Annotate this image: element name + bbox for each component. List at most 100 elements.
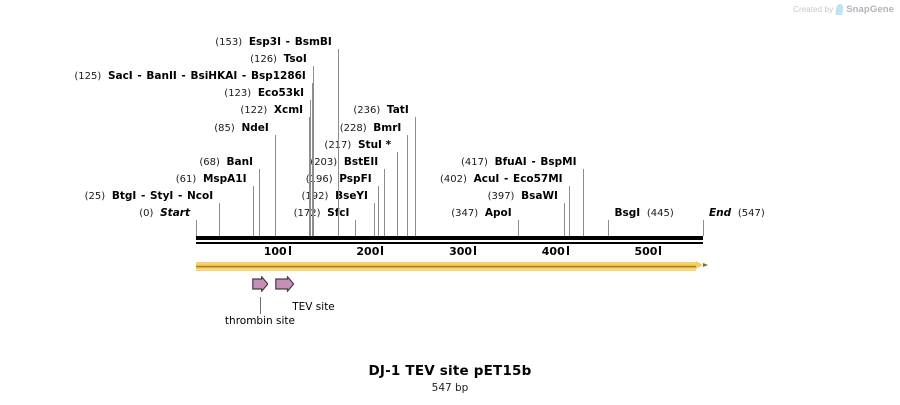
map-size: 547 bp xyxy=(431,382,469,394)
site-leader-line xyxy=(374,202,375,236)
enzyme-name: BspMI xyxy=(540,155,577,168)
site-position: (125) xyxy=(74,71,102,83)
site-leader-line xyxy=(583,168,584,236)
site-position: (126) xyxy=(250,54,277,66)
restriction-site-label[interactable]: (203) BstEII xyxy=(310,156,378,169)
restriction-site-label[interactable]: (126) TsoI xyxy=(250,53,307,66)
site-position: (123) xyxy=(224,88,252,100)
restriction-site-label[interactable]: (236) TatI xyxy=(353,104,408,117)
site-leader-line xyxy=(310,100,311,236)
feature-leader-line xyxy=(260,297,261,314)
site-position: (85) xyxy=(214,122,235,134)
restriction-site-label[interactable]: (61) MspA1I xyxy=(176,173,247,186)
terminal-name: End xyxy=(709,207,732,219)
terminal-label[interactable]: End (547) xyxy=(709,207,765,220)
enzyme-name: Eco57MI xyxy=(513,172,563,185)
restriction-site-label[interactable]: (397) BsaWI xyxy=(488,190,558,203)
site-position: (347) xyxy=(451,208,479,219)
site-position: (397) xyxy=(487,190,515,202)
terminal-label[interactable]: (0) Start xyxy=(139,207,190,220)
ruler-tick-label: 300 xyxy=(449,245,473,258)
restriction-site-label[interactable]: (125) SacI - BanII - BsiHKAI - Bsp1286I xyxy=(74,70,305,83)
site-leader-line xyxy=(703,220,704,236)
restriction-site-label[interactable]: (217) StuI * xyxy=(324,139,391,152)
site-leader-line xyxy=(312,83,313,236)
restriction-site-label[interactable]: (172) SfcI xyxy=(294,207,350,220)
enzyme-separator: - xyxy=(177,70,190,83)
enzyme-name: Esp3I xyxy=(248,36,282,48)
enzyme-name: BstEII xyxy=(343,155,379,168)
restriction-site-label[interactable]: (85) NdeI xyxy=(214,122,269,135)
enzyme-name: MspA1I xyxy=(202,172,247,185)
site-position: (122) xyxy=(240,105,268,117)
enzyme-name: PspFI xyxy=(339,172,372,185)
site-position: (417) xyxy=(461,156,488,168)
restriction-site-label[interactable]: (196) PspFI xyxy=(306,173,372,186)
site-position: (153) xyxy=(215,37,243,48)
enzyme-name: Eco53kI xyxy=(257,87,304,100)
restriction-site-label[interactable]: (192) BseYI xyxy=(301,190,367,203)
enzyme-separator: - xyxy=(137,189,149,202)
site-position: (61) xyxy=(175,173,197,185)
enzyme-name: BanII xyxy=(146,70,177,83)
site-leader-line xyxy=(196,220,197,236)
restriction-site-label[interactable]: (402) AcuI - Eco57MI xyxy=(440,173,563,186)
site-position: (25) xyxy=(84,190,106,202)
site-leader-line xyxy=(518,220,519,236)
site-position: (192) xyxy=(301,190,329,202)
enzyme-name: BsaWI xyxy=(521,189,558,202)
enzyme-name: StyI xyxy=(150,189,174,202)
enzyme-separator: - xyxy=(282,36,294,48)
ruler-tick xyxy=(474,246,477,255)
restriction-site-label[interactable]: (25) BtgI - StyI - NcoI xyxy=(85,190,214,203)
enzyme-name: NdeI xyxy=(241,121,269,134)
enzyme-name: Bsp1286I xyxy=(250,70,306,83)
site-position: (172) xyxy=(293,208,321,219)
enzyme-name: NcoI xyxy=(187,189,214,202)
enzyme-name: BmrI xyxy=(373,121,402,134)
orf-arrow[interactable] xyxy=(196,261,708,271)
feature-label: TEV site xyxy=(292,301,335,313)
restriction-site-label[interactable]: (417) BfuAI - BspMI xyxy=(461,156,576,169)
restriction-site-label[interactable]: BsgI (445) xyxy=(614,207,673,220)
site-leader-line xyxy=(397,151,398,236)
ruler-tick-label: 400 xyxy=(541,245,565,258)
restriction-site-label[interactable]: (123) Eco53kI xyxy=(224,87,304,100)
enzyme-separator: - xyxy=(174,189,187,202)
site-position: (445) xyxy=(646,208,674,219)
enzyme-separator: - xyxy=(500,172,513,185)
site-leader-line xyxy=(407,134,408,236)
site-position: (196) xyxy=(305,173,333,185)
ruler-tick-label: 100 xyxy=(263,245,287,258)
site-leader-line xyxy=(253,185,254,236)
feature-arrow-tev-site[interactable] xyxy=(274,276,295,294)
orf-arrow-body xyxy=(196,262,696,271)
enzyme-name: BsmBI xyxy=(294,36,332,48)
restriction-site-label[interactable]: (153) Esp3I - BsmBI xyxy=(215,36,332,49)
site-position: (236) xyxy=(353,105,381,117)
ruler-tick-label: 500 xyxy=(634,245,658,258)
site-leader-line xyxy=(608,220,609,236)
site-leader-line xyxy=(259,168,260,236)
site-leader-line xyxy=(313,66,314,236)
watermark-prefix: Created by xyxy=(793,4,834,14)
site-position: (547) xyxy=(737,208,765,219)
site-leader-line xyxy=(564,202,565,236)
site-leader-line xyxy=(384,168,385,236)
restriction-site-label[interactable]: (228) BmrI xyxy=(340,122,402,135)
site-position: (217) xyxy=(324,140,351,151)
site-leader-line xyxy=(219,202,220,236)
enzyme-name: BsiHKAI xyxy=(190,70,238,83)
backbone-bottom-strand xyxy=(196,242,703,244)
site-position: (228) xyxy=(339,122,367,134)
restriction-site-label[interactable]: (68) BanI xyxy=(199,156,253,169)
enzyme-name: XcmI xyxy=(273,104,304,117)
restriction-site-label[interactable]: (347) ApoI xyxy=(451,207,511,220)
restriction-site-label[interactable]: (122) XcmI xyxy=(240,104,303,117)
site-leader-line xyxy=(378,185,379,236)
site-leader-line xyxy=(569,185,570,236)
enzyme-name: BseYI xyxy=(335,189,368,202)
feature-arrow-thrombin-site[interactable] xyxy=(251,276,269,294)
snapgene-watermark: Created by SnapGene xyxy=(793,2,894,16)
